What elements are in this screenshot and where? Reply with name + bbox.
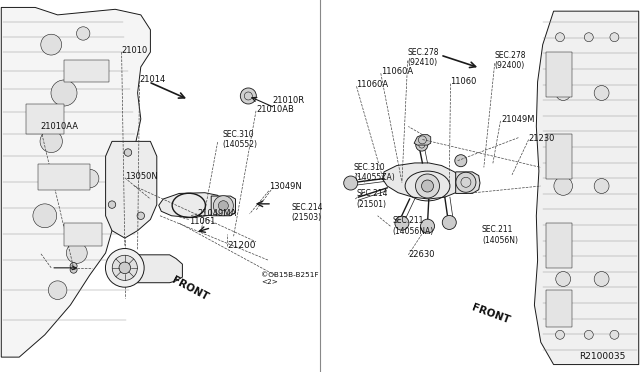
Text: 21010AA: 21010AA bbox=[40, 122, 78, 131]
Text: 11060A: 11060A bbox=[356, 80, 388, 89]
Text: R2100035: R2100035 bbox=[580, 352, 626, 361]
Circle shape bbox=[124, 149, 132, 156]
Circle shape bbox=[594, 86, 609, 100]
Circle shape bbox=[33, 204, 57, 228]
Text: 21049MA: 21049MA bbox=[197, 209, 236, 218]
Text: SEC.211
(14056N): SEC.211 (14056N) bbox=[482, 225, 518, 245]
Circle shape bbox=[70, 266, 77, 273]
Circle shape bbox=[106, 248, 144, 287]
Circle shape bbox=[218, 201, 228, 211]
Polygon shape bbox=[211, 196, 236, 216]
Circle shape bbox=[213, 196, 234, 216]
Text: FRONT: FRONT bbox=[170, 275, 209, 302]
Text: 21230: 21230 bbox=[529, 134, 555, 143]
Bar bbox=[64, 60, 109, 82]
Polygon shape bbox=[383, 163, 462, 199]
Circle shape bbox=[112, 255, 138, 280]
Circle shape bbox=[51, 80, 77, 106]
Bar bbox=[38, 164, 90, 190]
Circle shape bbox=[137, 212, 145, 219]
Circle shape bbox=[556, 272, 571, 286]
Polygon shape bbox=[106, 141, 157, 238]
Circle shape bbox=[241, 88, 256, 104]
Circle shape bbox=[556, 33, 564, 42]
Text: 22630: 22630 bbox=[408, 250, 435, 259]
Circle shape bbox=[77, 27, 90, 40]
Text: 11060A: 11060A bbox=[381, 67, 413, 76]
Bar bbox=[26, 104, 64, 134]
Text: FRONT: FRONT bbox=[470, 303, 511, 326]
Bar bbox=[546, 290, 572, 327]
Circle shape bbox=[584, 33, 593, 42]
Text: SEC.211
(14056NA): SEC.211 (14056NA) bbox=[392, 217, 433, 236]
Circle shape bbox=[455, 155, 467, 167]
Circle shape bbox=[442, 215, 456, 230]
Circle shape bbox=[395, 216, 409, 230]
Text: ©OB15B-B251F
<2>: ©OB15B-B251F <2> bbox=[261, 272, 319, 285]
Text: 11060: 11060 bbox=[451, 77, 477, 86]
Circle shape bbox=[456, 172, 476, 192]
Circle shape bbox=[415, 174, 440, 198]
Bar bbox=[546, 52, 572, 97]
Circle shape bbox=[67, 243, 87, 263]
Polygon shape bbox=[1, 7, 150, 357]
Polygon shape bbox=[414, 135, 431, 145]
Text: 13050N: 13050N bbox=[125, 172, 157, 181]
Circle shape bbox=[422, 180, 433, 192]
Circle shape bbox=[594, 272, 609, 286]
Circle shape bbox=[40, 130, 62, 153]
Circle shape bbox=[48, 281, 67, 299]
Circle shape bbox=[420, 219, 435, 233]
Text: SEC.214
(21501): SEC.214 (21501) bbox=[356, 189, 388, 209]
Circle shape bbox=[584, 330, 593, 339]
Bar bbox=[546, 223, 572, 268]
Text: 21010AB: 21010AB bbox=[256, 105, 294, 114]
Circle shape bbox=[108, 201, 116, 208]
Text: SEC.214
(21503): SEC.214 (21503) bbox=[291, 203, 323, 222]
Text: 21010R: 21010R bbox=[272, 96, 304, 105]
Circle shape bbox=[610, 33, 619, 42]
Bar bbox=[546, 134, 572, 179]
Text: 13049N: 13049N bbox=[269, 182, 301, 190]
Polygon shape bbox=[456, 172, 480, 193]
Bar bbox=[64, 223, 102, 246]
Circle shape bbox=[41, 34, 61, 55]
Text: 21200: 21200 bbox=[227, 241, 256, 250]
Circle shape bbox=[594, 179, 609, 193]
Circle shape bbox=[416, 139, 428, 151]
Text: 21014: 21014 bbox=[140, 76, 166, 84]
Circle shape bbox=[610, 330, 619, 339]
Circle shape bbox=[556, 86, 571, 100]
Text: SEC.278
(92400): SEC.278 (92400) bbox=[495, 51, 526, 70]
Circle shape bbox=[556, 330, 564, 339]
Circle shape bbox=[70, 263, 77, 269]
Text: SEC.310
(14055ZA): SEC.310 (14055ZA) bbox=[354, 163, 395, 182]
Circle shape bbox=[80, 169, 99, 188]
Circle shape bbox=[119, 262, 131, 274]
Text: SEC.278
(92410): SEC.278 (92410) bbox=[408, 48, 439, 67]
Polygon shape bbox=[131, 255, 182, 283]
Polygon shape bbox=[159, 193, 223, 218]
Text: SEC.310
(140552): SEC.310 (140552) bbox=[223, 130, 258, 149]
Text: 21049M: 21049M bbox=[502, 115, 535, 124]
Circle shape bbox=[344, 176, 358, 190]
Polygon shape bbox=[534, 11, 639, 365]
Text: 21010: 21010 bbox=[122, 46, 148, 55]
Circle shape bbox=[554, 177, 573, 195]
Text: 11061: 11061 bbox=[189, 217, 215, 226]
